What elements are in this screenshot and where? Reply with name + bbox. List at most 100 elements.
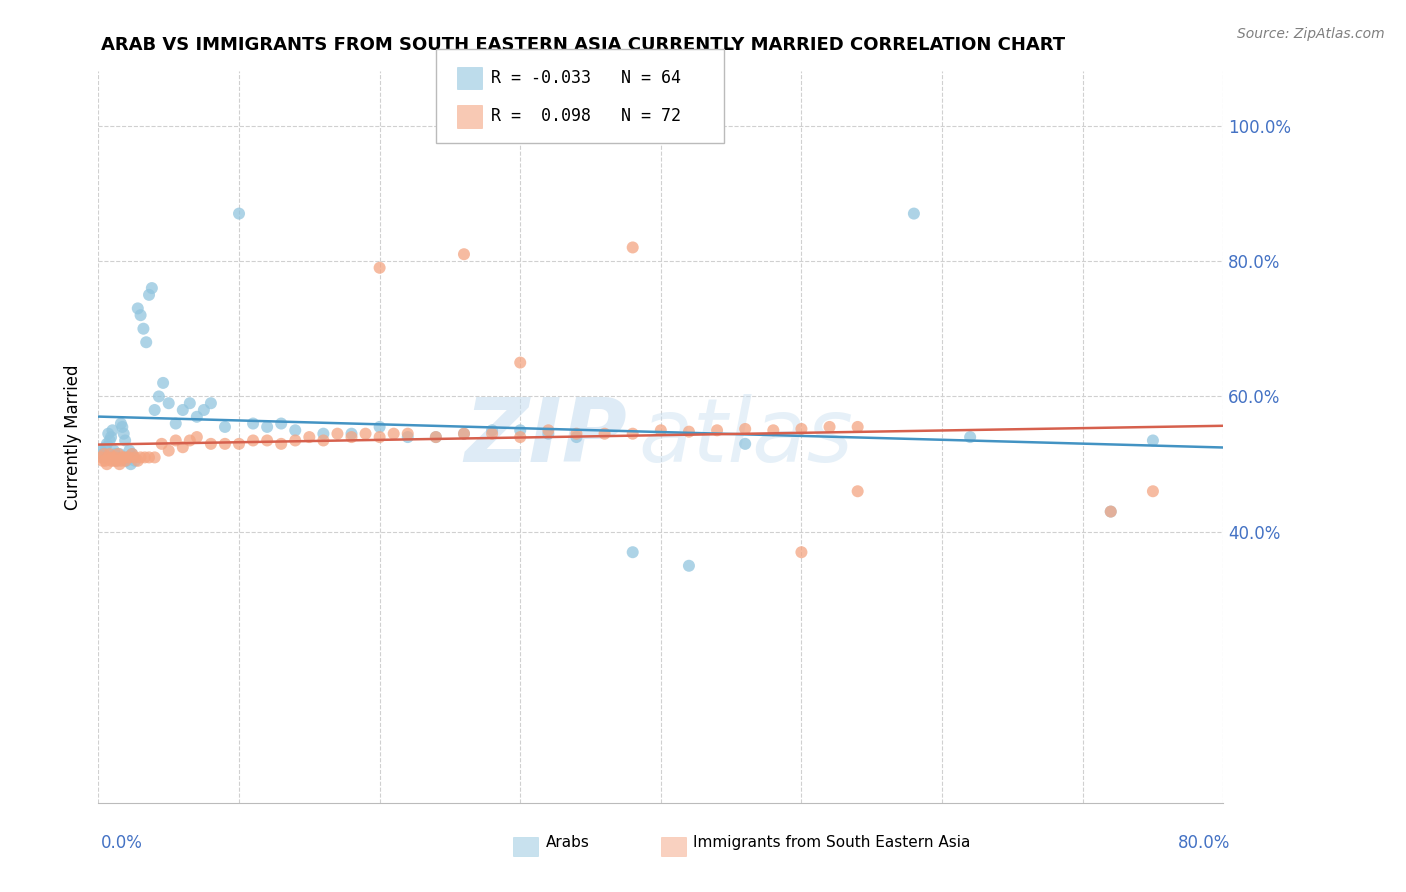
Point	[678, 425, 700, 439]
Point	[621, 426, 644, 441]
Point	[165, 417, 187, 431]
Point	[172, 440, 194, 454]
Point	[91, 454, 114, 468]
Point	[107, 450, 129, 465]
Point	[326, 426, 349, 441]
Point	[200, 396, 222, 410]
Point	[122, 450, 145, 465]
Point	[734, 422, 756, 436]
Point	[453, 426, 475, 441]
Point	[1099, 505, 1122, 519]
Point	[91, 447, 114, 461]
Point	[107, 447, 129, 461]
Point	[214, 437, 236, 451]
Point	[157, 443, 180, 458]
Point	[114, 434, 136, 448]
Point	[481, 423, 503, 437]
Point	[312, 434, 335, 448]
Point	[100, 430, 122, 444]
Point	[593, 426, 616, 441]
Point	[565, 430, 588, 444]
Point	[111, 420, 134, 434]
Point	[242, 417, 264, 431]
Point	[621, 545, 644, 559]
Point	[111, 450, 134, 465]
Point	[179, 434, 201, 448]
Point	[120, 457, 142, 471]
Point	[903, 206, 925, 220]
Point	[143, 403, 166, 417]
Point	[1142, 484, 1164, 499]
Text: Source: ZipAtlas.com: Source: ZipAtlas.com	[1237, 27, 1385, 41]
Point	[101, 423, 124, 437]
Point	[118, 450, 141, 465]
Point	[94, 454, 117, 468]
Point	[790, 422, 813, 436]
Point	[121, 447, 143, 461]
Point	[127, 454, 149, 468]
Point	[846, 420, 869, 434]
Point	[270, 437, 292, 451]
Point	[141, 281, 163, 295]
Point	[396, 426, 419, 441]
Point	[138, 450, 160, 465]
Point	[650, 423, 672, 437]
Point	[256, 420, 278, 434]
Text: ARAB VS IMMIGRANTS FROM SOUTH EASTERN ASIA CURRENTLY MARRIED CORRELATION CHART: ARAB VS IMMIGRANTS FROM SOUTH EASTERN AS…	[101, 36, 1066, 54]
Point	[96, 437, 118, 451]
Text: R =  0.098   N = 72: R = 0.098 N = 72	[491, 107, 681, 125]
Point	[114, 454, 136, 468]
Point	[108, 447, 131, 461]
Point	[396, 430, 419, 444]
Point	[565, 426, 588, 441]
Point	[228, 206, 250, 220]
Point	[425, 430, 447, 444]
Point	[97, 450, 120, 465]
Point	[132, 322, 155, 336]
Point	[104, 447, 127, 461]
Point	[537, 423, 560, 437]
Point	[97, 426, 120, 441]
Point	[115, 450, 138, 465]
Point	[138, 288, 160, 302]
Text: 0.0%: 0.0%	[101, 834, 143, 852]
Point	[117, 450, 139, 465]
Point	[354, 426, 377, 441]
Point	[118, 443, 141, 458]
Point	[100, 454, 122, 468]
Point	[678, 558, 700, 573]
Point	[103, 454, 125, 468]
Point	[115, 454, 138, 468]
Point	[96, 457, 118, 471]
Point	[481, 426, 503, 441]
Text: ZIP: ZIP	[464, 393, 627, 481]
Point	[214, 420, 236, 434]
Point	[509, 423, 531, 437]
Point	[104, 450, 127, 465]
Point	[157, 396, 180, 410]
Point	[98, 447, 121, 461]
Point	[105, 454, 128, 468]
Point	[143, 450, 166, 465]
Point	[284, 423, 307, 437]
Point	[382, 426, 405, 441]
Point	[179, 396, 201, 410]
Point	[270, 417, 292, 431]
Point	[186, 430, 208, 444]
Point	[509, 355, 531, 369]
Point	[368, 260, 391, 275]
Point	[242, 434, 264, 448]
Point	[453, 247, 475, 261]
Point	[846, 484, 869, 499]
Point	[425, 430, 447, 444]
Point	[110, 454, 132, 468]
Point	[135, 335, 157, 350]
Point	[110, 417, 132, 431]
Point	[537, 426, 560, 441]
Point	[93, 447, 115, 461]
Point	[152, 376, 174, 390]
Y-axis label: Currently Married: Currently Married	[63, 364, 82, 510]
Point	[134, 450, 156, 465]
Point	[1099, 505, 1122, 519]
Point	[105, 454, 128, 468]
